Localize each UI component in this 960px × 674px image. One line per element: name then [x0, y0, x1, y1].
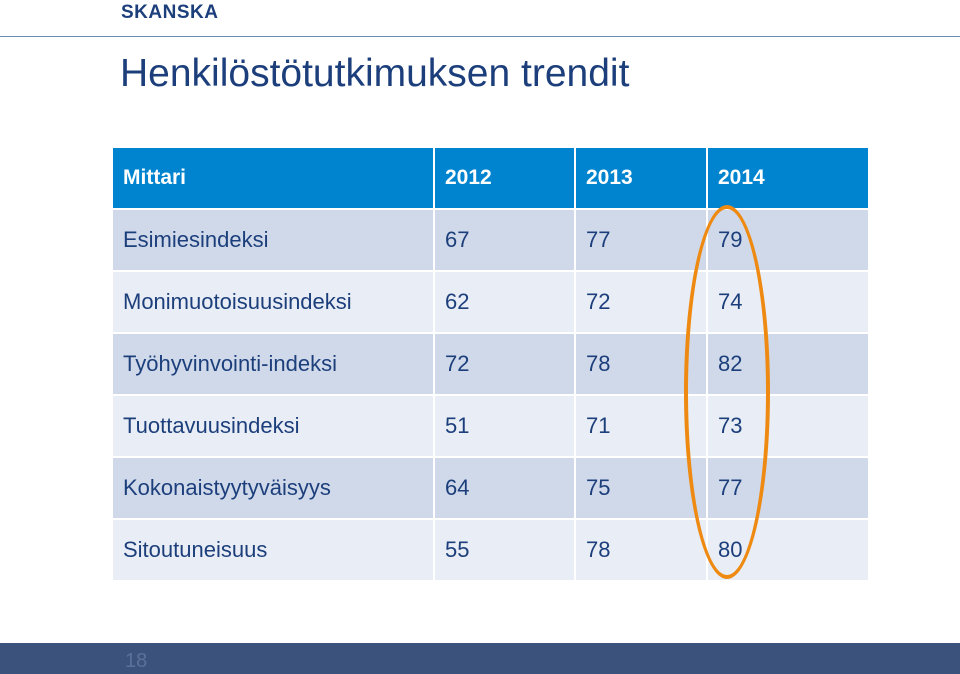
value-2013: 72: [576, 272, 708, 334]
value-2012: 72: [435, 334, 576, 396]
value-2013: 78: [576, 334, 708, 396]
value-2014: 82: [708, 334, 868, 396]
column-header-metric: Mittari: [113, 148, 435, 210]
value-2012: 64: [435, 458, 576, 520]
table-row: Tuottavuusindeksi 51 71 73: [113, 396, 868, 458]
metric-name: Monimuotoisuusindeksi: [113, 272, 435, 334]
value-2014: 79: [708, 210, 868, 272]
metric-name: Työhyvinvointi-indeksi: [113, 334, 435, 396]
value-2012: 55: [435, 520, 576, 580]
table-row: Kokonaistyytyväisyys 64 75 77: [113, 458, 868, 520]
metric-name: Esimiesindeksi: [113, 210, 435, 272]
column-header-2013: 2013: [576, 148, 708, 210]
value-2013: 75: [576, 458, 708, 520]
column-header-2014: 2014: [708, 148, 868, 210]
value-2014: 74: [708, 272, 868, 334]
table-row: Monimuotoisuusindeksi 62 72 74: [113, 272, 868, 334]
value-2014: 80: [708, 520, 868, 580]
skanska-logo: SKANSKA: [121, 2, 219, 23]
value-2012: 67: [435, 210, 576, 272]
table-header-row: Mittari 2012 2013 2014: [113, 148, 868, 210]
value-2013: 71: [576, 396, 708, 458]
metric-name: Kokonaistyytyväisyys: [113, 458, 435, 520]
value-2014: 73: [708, 396, 868, 458]
page-title: Henkilöstötutkimuksen trendit: [120, 52, 630, 95]
value-2013: 77: [576, 210, 708, 272]
header-divider: [0, 36, 960, 37]
table-row: Työhyvinvointi-indeksi 72 78 82: [113, 334, 868, 396]
table-row: Esimiesindeksi 67 77 79: [113, 210, 868, 272]
column-header-2012: 2012: [435, 148, 576, 210]
page-number: 18: [125, 650, 148, 672]
metric-name: Tuottavuusindeksi: [113, 396, 435, 458]
value-2012: 51: [435, 396, 576, 458]
trends-table: Mittari 2012 2013 2014 Esimiesindeksi 67…: [113, 148, 868, 580]
footer-bar: [0, 643, 960, 674]
value-2014: 77: [708, 458, 868, 520]
metric-name: Sitoutuneisuus: [113, 520, 435, 580]
table-row: Sitoutuneisuus 55 78 80: [113, 520, 868, 580]
value-2012: 62: [435, 272, 576, 334]
value-2013: 78: [576, 520, 708, 580]
